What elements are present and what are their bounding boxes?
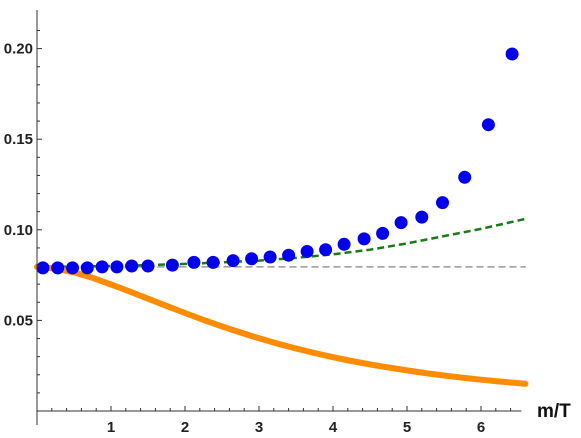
y-tick-label: 0.20 [4, 41, 33, 58]
data-point [110, 260, 124, 274]
data-point [187, 255, 201, 269]
data-point [245, 252, 259, 266]
data-point [66, 261, 79, 275]
data-point [319, 243, 333, 257]
x-tick-label: 5 [403, 419, 411, 436]
x-tick-label: 2 [181, 419, 189, 436]
data-point [481, 118, 495, 132]
data-point [458, 170, 472, 184]
data-point [436, 196, 449, 210]
data-point [357, 232, 371, 246]
data-point [125, 259, 139, 273]
data-point [337, 237, 351, 251]
data-point [376, 226, 390, 240]
data-point [141, 259, 155, 273]
data-point [36, 261, 50, 275]
data-point [415, 210, 429, 224]
axes-layer: 1 2 3 4 5 6 0.05 0.10 0.15 0.20 [4, 10, 522, 436]
data-point [282, 248, 296, 262]
y-tick-label: 0.10 [4, 222, 33, 239]
data-point [165, 258, 179, 272]
x-tick-label: 6 [477, 419, 485, 436]
data-point [505, 47, 519, 61]
green-dashed-line [36, 217, 526, 269]
y-tick-label: 0.15 [4, 131, 33, 148]
x-tick-label: 1 [107, 419, 115, 436]
data-point [206, 255, 220, 269]
y-tick-label: 0.05 [4, 312, 33, 329]
data-point [80, 261, 94, 275]
data-point [226, 254, 240, 268]
data-point [95, 260, 109, 274]
data-point [263, 250, 277, 264]
x-tick-label: 4 [329, 419, 338, 436]
data-point [394, 216, 408, 230]
data-point [300, 245, 314, 258]
x-axis-title: m/T [537, 401, 571, 422]
x-tick-label: 3 [255, 419, 263, 436]
orange-solid-line [34, 263, 529, 387]
series-layer [34, 47, 529, 387]
data-point [51, 261, 65, 275]
